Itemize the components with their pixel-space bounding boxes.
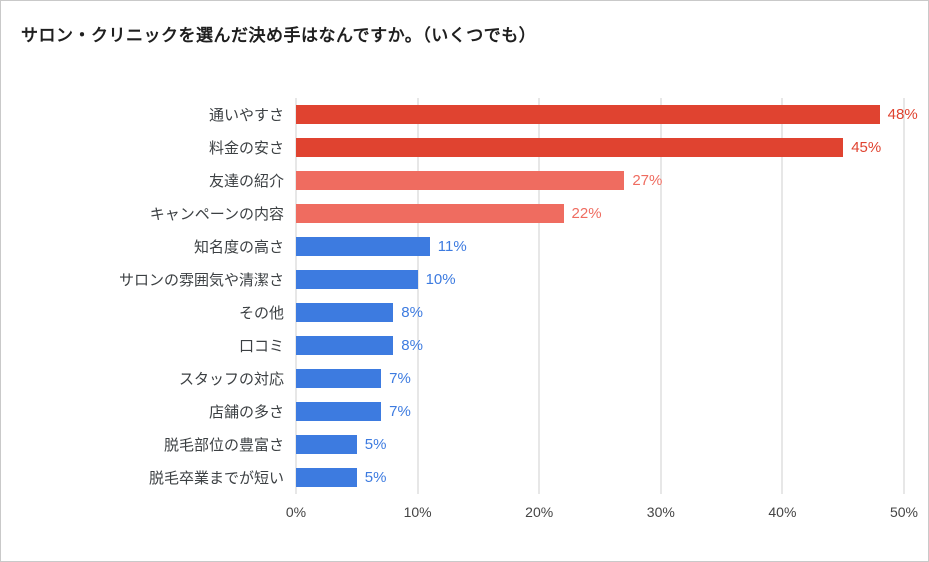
gridlines-layer: [295, 98, 905, 494]
value-label: 11%: [437, 238, 467, 255]
bar-area: 11%: [296, 230, 904, 263]
bar-row: 知名度の高さ 11%: [1, 230, 928, 263]
value-label: 10%: [425, 271, 456, 288]
bar-area: 8%: [296, 296, 904, 329]
bar-rows: 通いやすさ 48% 料金の安さ 45% 友達の紹介 27% キャンペーンの内容 22% 知名度の…: [1, 98, 928, 494]
x-tick-label: 20%: [525, 504, 554, 520]
category-label: 店舗の多さ: [208, 404, 284, 421]
gridline: [538, 98, 540, 494]
x-tick-label: 30%: [646, 504, 675, 520]
value-label: 27%: [632, 172, 663, 189]
bar-area: 27%: [296, 164, 904, 197]
bar: [296, 270, 418, 289]
bar: [296, 435, 357, 454]
bar-row: 脱毛卒業までが短い 5%: [1, 461, 928, 494]
bar: [296, 237, 430, 256]
bar: [296, 468, 357, 487]
bar-row: その他 8%: [1, 296, 928, 329]
bar: [296, 336, 394, 355]
bar-area: 5%: [296, 461, 904, 494]
value-label: 7%: [389, 370, 411, 387]
bar: [296, 369, 382, 388]
bar-row: 脱毛部位の豊富さ 5%: [1, 428, 928, 461]
bar-area: 45%: [296, 131, 904, 164]
bar: [296, 303, 394, 322]
x-tick-label: 40%: [768, 504, 797, 520]
bar-chart: 通いやすさ 48% 料金の安さ 45% 友達の紹介 27% キャンペーンの内容 22% 知名度の…: [1, 98, 928, 530]
category-label: 口コミ: [238, 338, 284, 355]
x-tick-label: 0%: [285, 504, 307, 520]
bar-area: 48%: [296, 98, 918, 131]
value-label: 7%: [389, 403, 411, 420]
chart-title: サロン・クリニックを選んだ決め手はなんですか。（いくつでも）: [21, 26, 537, 45]
x-tick-label: 50%: [889, 504, 919, 520]
bar-row: サロンの雰囲気や清潔さ 10%: [1, 263, 928, 296]
category-label: スタッフの対応: [178, 371, 284, 388]
x-tick-label: 10%: [403, 504, 432, 520]
value-label: 8%: [401, 337, 423, 354]
value-label: 48%: [887, 106, 918, 123]
x-axis: 0% 10% 20% 30% 40% 50%: [286, 494, 918, 530]
bar-row: 店舗の多さ 7%: [1, 395, 928, 428]
value-label: 5%: [364, 436, 387, 453]
bar: [296, 171, 625, 190]
bar-area: 10%: [296, 263, 904, 296]
gridline: [417, 98, 419, 494]
value-label: 5%: [364, 469, 387, 486]
bar-row: 口コミ 8%: [1, 329, 928, 362]
bar-area: 7%: [296, 362, 904, 395]
bar: [296, 138, 844, 157]
bar-area: 22%: [296, 197, 904, 230]
category-label: キャンペーンの内容: [149, 206, 284, 223]
category-label: 知名度の高さ: [193, 239, 284, 256]
category-label: その他: [238, 305, 284, 322]
category-label: 脱毛卒業までが短い: [148, 470, 284, 487]
bar: [296, 204, 564, 223]
category-label: 友達の紹介: [208, 173, 284, 190]
gridline: [660, 98, 662, 494]
value-label: 45%: [851, 139, 882, 156]
bar-row: 料金の安さ 45%: [1, 131, 928, 164]
gridline: [903, 98, 905, 494]
bar-row: 通いやすさ 48%: [1, 98, 928, 131]
value-label: 22%: [571, 205, 602, 222]
category-label: サロンの雰囲気や清潔さ: [118, 272, 284, 289]
bar-area: 5%: [296, 428, 904, 461]
bar-area: 8%: [296, 329, 904, 362]
bar-area: 7%: [296, 395, 904, 428]
category-label: 脱毛部位の豊富さ: [163, 437, 284, 454]
gridline: [295, 98, 297, 494]
bar: [296, 402, 382, 421]
bar-row: キャンペーンの内容 22%: [1, 197, 928, 230]
bar-row: スタッフの対応 7%: [1, 362, 928, 395]
bar: [296, 105, 880, 124]
gridline: [781, 98, 783, 494]
category-label: 料金の安さ: [208, 140, 284, 157]
value-label: 8%: [401, 304, 423, 321]
category-label: 通いやすさ: [208, 107, 284, 124]
bar-row: 友達の紹介 27%: [1, 164, 928, 197]
